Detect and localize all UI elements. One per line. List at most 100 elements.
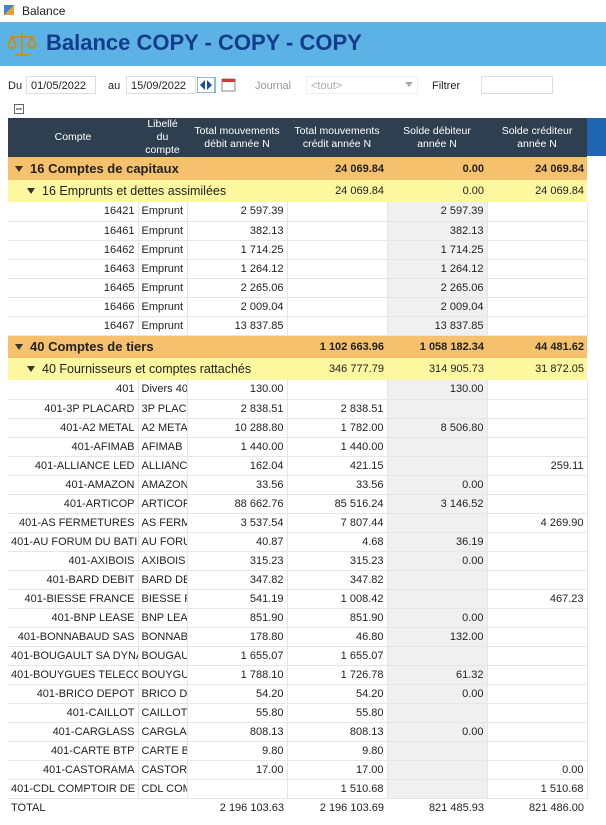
cell: [387, 456, 488, 476]
cell: [487, 703, 588, 723]
cell: A2 META: [138, 418, 188, 438]
total-row: TOTAL 2 196 103.63 2 196 103.69 821 485.93 8…: [8, 797, 587, 818]
expand-caret[interactable]: [14, 343, 24, 351]
cell: 0.00: [487, 760, 588, 780]
group-title: 40 Fournisseurs et comptes rattachés: [42, 362, 252, 376]
cell: BOUYGU: [138, 665, 188, 685]
cell: 401-CARGLASS: [8, 722, 139, 742]
account-row: 401-BARD DEBIT BARD DE 347.82 347.82: [8, 570, 588, 590]
balance-table: Compte Libellé du compte Total mouvements …: [8, 118, 588, 818]
cell: 33.56: [287, 475, 388, 495]
header-row: Compte Libellé du compte Total mouvements …: [8, 118, 587, 157]
cell: 259.11: [487, 456, 588, 476]
group-total: 24 069.84: [487, 157, 587, 180]
to-date[interactable]: 15/09/2022: [126, 76, 196, 94]
dropdown-arrow: [405, 82, 413, 87]
cell: 401-BNP LEASE: [8, 608, 139, 628]
cell: 0.00: [387, 551, 488, 571]
cell: 2 009.04: [387, 297, 488, 317]
cell: 1 440.00: [187, 437, 288, 457]
cell: Emprunt: [138, 240, 188, 260]
cell: AXIBOIS: [138, 551, 188, 571]
account-row: 401-BOUGAULT SA DYNA BOUGAU 1 655.07 1 655.…: [8, 646, 588, 666]
group-total: 1 058 182.34: [387, 335, 487, 358]
account-row: 401-BRICO DEPOT BRICO DI 54.20 54.20 0.00: [8, 684, 588, 704]
cell: 17.00: [287, 760, 388, 780]
cell: 401-ARTICOP: [8, 494, 139, 514]
cell: [487, 437, 588, 457]
account-row: 16462 Emprunt 1 714.25 1 714.25: [8, 240, 588, 260]
account-row: 401-BONNABAUD SAS BONNAB 178.80 46.80 132.00: [8, 627, 588, 647]
collapse-toggle[interactable]: [14, 104, 24, 114]
cell: 401: [8, 380, 139, 400]
cell: 2 597.39: [187, 202, 288, 222]
cell: 401-AMAZON: [8, 475, 139, 495]
cell: [387, 646, 488, 666]
expand-caret[interactable]: [26, 187, 36, 195]
filter-input[interactable]: [481, 76, 553, 94]
date-controls[interactable]: [197, 77, 239, 93]
cell: 17.00: [187, 760, 288, 780]
group-title: 40 Comptes de tiers: [30, 339, 154, 355]
from-date[interactable]: 01/05/2022: [26, 76, 96, 94]
cell: 347.82: [187, 570, 288, 590]
cell: 2 838.51: [187, 399, 288, 419]
cell: ARTICOP: [138, 494, 188, 514]
group-row: 40 Comptes de tiers 1 102 663.96 1 058 182…: [8, 335, 587, 358]
page-title: Balance COPY - COPY - COPY: [46, 30, 362, 55]
cell: [287, 202, 388, 222]
cell: 61.32: [387, 665, 488, 685]
cell: [487, 316, 588, 336]
cell: 401-BARD DEBIT: [8, 570, 139, 590]
group-label: 16 Comptes de capitaux: [8, 157, 287, 180]
group-total: 31 872.05: [487, 358, 587, 380]
cell: 467.23: [487, 589, 588, 609]
account-row: 401-AU FORUM DU BATIM AU FORU 40.87 4.68 36.…: [8, 532, 588, 552]
cell: 16461: [8, 221, 139, 241]
cell: 54.20: [287, 684, 388, 704]
cell: 130.00: [187, 380, 288, 400]
cell: 1 510.68: [287, 779, 388, 799]
cell: 3P PLAC: [138, 399, 188, 419]
account-row: 401-BIESSE FRANCE BIESSE F 541.19 1 008.42 4…: [8, 589, 588, 609]
cell: 88 662.76: [187, 494, 288, 514]
cell: [387, 741, 488, 761]
filter-label: Filtrer: [432, 80, 461, 92]
cell: 851.90: [287, 608, 388, 628]
cell: [387, 437, 488, 457]
cell: [387, 760, 488, 780]
cell: 2 838.51: [287, 399, 388, 419]
cell: 1 264.12: [387, 259, 488, 279]
cell: 401-ALLIANCE LED: [8, 456, 139, 476]
cell: 808.13: [287, 722, 388, 742]
cell: 36.19: [387, 532, 488, 552]
cell: [487, 684, 588, 704]
cell: [287, 297, 388, 317]
cell: BNP LEA: [138, 608, 188, 628]
journal-select[interactable]: <tout>: [306, 76, 418, 94]
expand-caret[interactable]: [26, 365, 36, 373]
cell: [287, 278, 388, 298]
cell: 13 837.85: [387, 316, 488, 336]
cell: 382.13: [387, 221, 488, 241]
cell: AMAZON: [138, 475, 188, 495]
cell: 46.80: [287, 627, 388, 647]
cell: 2 265.06: [387, 278, 488, 298]
cell: Divers 40: [138, 380, 188, 400]
account-row: 401-CAILLOT CAILLOT 55.80 55.80: [8, 703, 588, 723]
cell: 401-BOUGAULT SA DYNA: [8, 646, 139, 666]
cell: AS FERM: [138, 513, 188, 533]
account-row: 16461 Emprunt 382.13 382.13: [8, 221, 588, 241]
cell: AFIMAB: [138, 437, 188, 457]
cell: [287, 221, 388, 241]
expand-caret[interactable]: [14, 165, 24, 173]
cell: BIESSE F: [138, 589, 188, 609]
total-label: TOTAL: [8, 797, 187, 818]
cell: [387, 399, 488, 419]
group-title: 16 Comptes de capitaux: [30, 161, 179, 176]
journal-label: Journal: [255, 80, 292, 92]
column-header: Libellé du compte: [138, 118, 187, 157]
cell: 347.82: [287, 570, 388, 590]
title-bar: Balance: [0, 0, 606, 22]
